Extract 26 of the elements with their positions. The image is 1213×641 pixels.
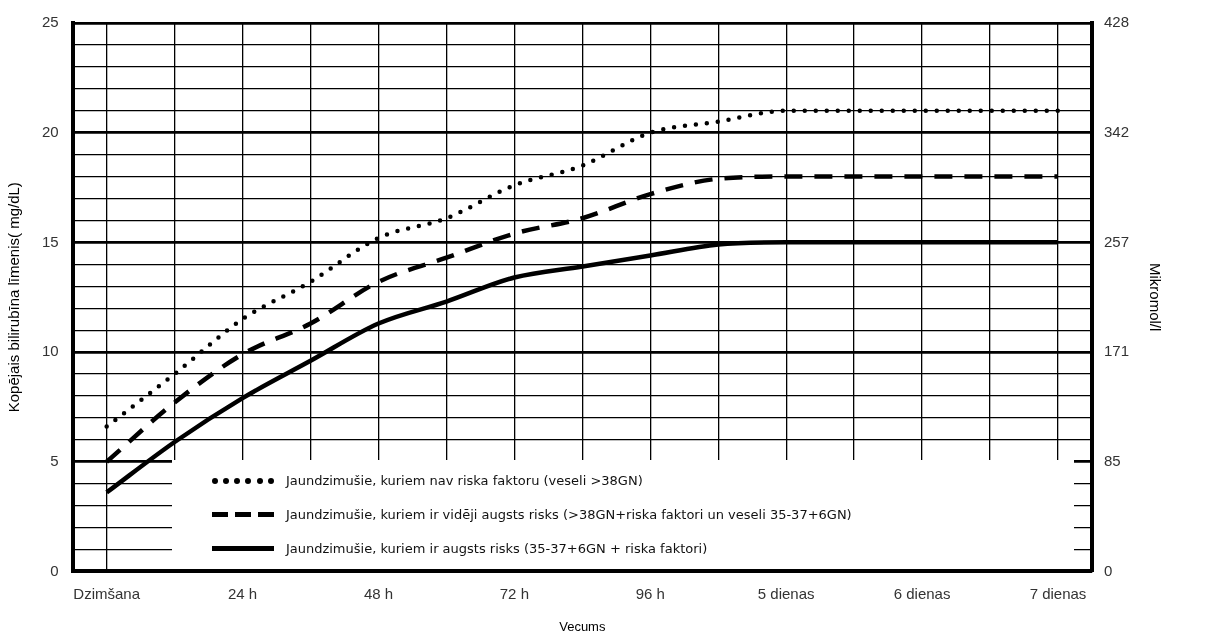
y-tick-label: 5 <box>50 451 59 469</box>
x-tick-label: 6 dienas <box>893 584 951 602</box>
y-tick-label: 15 <box>42 232 59 250</box>
y2-tick-label: 342 <box>1103 122 1129 140</box>
x-tick-label: 5 dienas <box>757 584 815 602</box>
y2-tick-label: 171 <box>1103 342 1129 360</box>
x-tick-label: 72 h <box>499 584 529 602</box>
x-tick-label: 96 h <box>635 584 665 602</box>
x-tick-label: 48 h <box>363 584 394 602</box>
y-tick-label: 25 <box>42 13 59 31</box>
y2-axis-title: Mikromol/l <box>1146 263 1164 332</box>
x-tick-label: 24 h <box>227 584 258 602</box>
x-tick-label: Dzimšana <box>73 584 141 602</box>
y2-tick-label: 85 <box>1103 451 1121 469</box>
y-tick-label: 20 <box>42 122 59 140</box>
y2-tick-label: 257 <box>1103 232 1129 250</box>
x-tick-label: 7 dienas <box>1029 584 1087 602</box>
legend-label: Jaundzimušie, kuriem nav riska faktoru (veseli >38GN) <box>285 473 643 489</box>
x-axis-title: Vecums <box>559 618 606 634</box>
y2-tick-label: 428 <box>1103 13 1129 31</box>
y-tick-label: 10 <box>42 342 59 360</box>
legend-label: Jaundzimušie, kuriem ir augsts risks (35-37+6GN + riska faktori) <box>285 540 708 556</box>
y-axis-title: Kopējais bilirubīna līmenis( mg/dL) <box>5 182 23 413</box>
y-tick-label: 0 <box>50 561 59 579</box>
legend-label: Jaundzimušie, kuriem ir vidēji augsts risks (>38GN+riska faktori un veseli 35-37+6GN) <box>285 507 852 523</box>
y2-tick-label: 0 <box>1103 561 1113 579</box>
